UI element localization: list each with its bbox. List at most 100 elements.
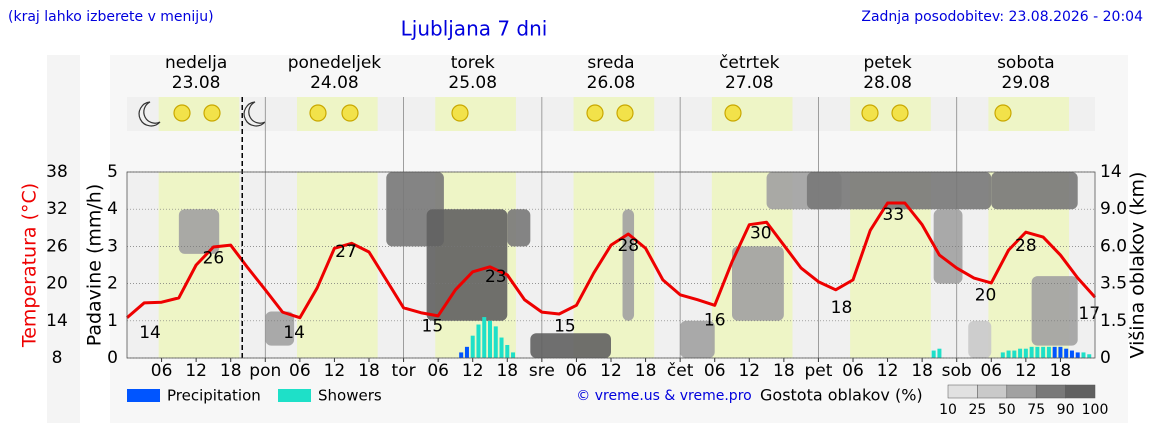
precipitation-bar [493,326,498,358]
y2-axis-label: Višina oblakov (km) [1127,172,1149,359]
precipitation-bar [511,352,516,358]
cloud-layer [1031,276,1078,346]
temperature-label: 26 [203,248,225,268]
x-tick-label: čet [667,361,694,381]
precipitation-bar [1029,346,1034,358]
day-date: 23.08 [172,73,221,93]
cloud-legend-title: Gostota oblakov (%) [760,386,923,405]
y2-tick-label: 6.0 [1100,236,1127,256]
temperature-label: 30 [750,224,772,244]
cloud-layer [806,172,992,210]
sun-icon [586,104,604,122]
density-label: 25 [968,402,986,418]
day-date: 29.08 [1002,73,1051,93]
x-tick-label: 18 [773,361,795,381]
x-tick-label: 12 [738,361,760,381]
x-tick-label: tor [392,361,416,381]
precipitation-bar [937,348,942,358]
cloud-layer [968,320,992,358]
precipitation-bar [1058,346,1063,358]
temperature-tick-label: 20 [46,274,68,294]
temperature-tick-label: 14 [46,311,68,331]
precipitation-bar [1064,348,1069,358]
x-tick-label: 18 [220,361,242,381]
precipitation-bar [1081,352,1086,358]
density-swatch [947,384,978,399]
y-axis-label: Padavine (mm/h) [84,184,106,347]
density-label: 75 [1027,402,1045,418]
temperature-label: 20 [975,286,997,306]
sun-icon [891,104,909,122]
day-name: torek [451,53,495,73]
day-date: 27.08 [725,73,774,93]
density-swatch [1035,384,1066,399]
y-tick-label: 4 [107,199,118,219]
precipitation-bar [499,337,504,358]
temperature-tick-label: 32 [46,199,68,219]
density-label: 90 [1057,402,1075,418]
y-tick-label: 1 [107,311,118,331]
precipitation-bar [470,335,475,358]
day-date: 28.08 [863,73,912,93]
temperature-label: 23 [485,267,507,287]
legend-swatch [278,389,311,402]
daylight-band [573,97,655,131]
x-tick-label: 18 [635,361,657,381]
precipitation-bar [1000,352,1005,358]
weather-icons [138,101,1012,127]
temperature-label: 16 [704,310,726,330]
x-tick-label: 06 [704,361,726,381]
density-label: 100 [1082,402,1109,418]
credit: © vreme.us & vreme.pro [576,388,751,404]
x-tick-label: 12 [600,361,622,381]
sun-icon [309,104,327,122]
legend-swatch [127,389,160,402]
precipitation-bar [488,320,492,358]
day-name: sobota [997,53,1055,73]
x-tick-label: 12 [462,361,484,381]
precipitation-bar [1087,354,1092,358]
precipitation-bar [1052,346,1057,358]
density-label: 10 [939,402,957,418]
legend-label: Precipitation [167,387,261,405]
precipitation-bar [482,317,487,358]
temperature-tick-label: 38 [46,162,68,182]
temperature-label: 15 [554,317,576,337]
density-swatch [977,384,1008,399]
sun-icon [203,104,221,122]
cloud-layer [680,320,715,358]
x-tick-label: 18 [496,361,518,381]
y2-tick-label: 1.5 [1100,311,1127,331]
precipitation-bar [505,344,510,358]
x-tick-label: pet [804,361,832,381]
day-name: sreda [587,53,634,73]
day-date: 25.08 [448,73,497,93]
x-tick-label: 06 [842,361,864,381]
sun-icon [724,104,742,122]
temperature-label: Temperatura (°C) [19,183,41,348]
left-panel [47,55,80,423]
day-name: nedelja [165,53,227,73]
x-tick-label: pon [249,361,281,381]
sun-icon [341,104,359,122]
day-name: petek [863,53,911,73]
cloud-layer [622,209,635,321]
precipitation-bar [1075,352,1080,358]
sun-icon [451,104,469,122]
moon-icon [243,101,266,127]
temperature-label: 14 [283,323,305,343]
sun-icon [861,104,879,122]
precipitation-bar [464,346,469,358]
y-tick-label: 5 [107,162,118,182]
x-tick-label: 06 [427,361,449,381]
x-tick-label: 12 [1015,361,1037,381]
sun-icon [616,104,634,122]
chart-title: Ljubljana 7 dni [401,17,548,41]
density-label: 50 [998,402,1016,418]
x-tick-label: 12 [877,361,899,381]
y2-tick-label: 3.5 [1100,274,1127,294]
precipitation-bar [1041,346,1046,358]
daylight-band [296,97,378,131]
updated: Zadnja posodobitev: 23.08.2026 - 20:04 [861,9,1143,25]
daylight-bands [158,97,1070,358]
